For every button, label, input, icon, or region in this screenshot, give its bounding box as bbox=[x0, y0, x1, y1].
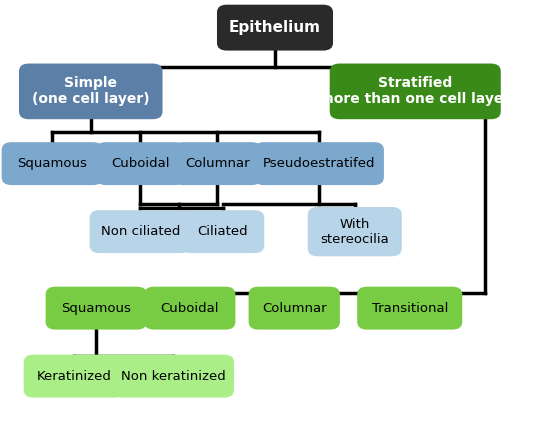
FancyBboxPatch shape bbox=[358, 286, 462, 330]
FancyBboxPatch shape bbox=[24, 354, 125, 398]
Text: Ciliated: Ciliated bbox=[197, 225, 248, 238]
FancyBboxPatch shape bbox=[182, 210, 265, 253]
FancyBboxPatch shape bbox=[249, 286, 340, 330]
FancyBboxPatch shape bbox=[19, 63, 163, 119]
Text: Transitional: Transitional bbox=[372, 302, 448, 314]
Text: Cuboidal: Cuboidal bbox=[111, 157, 169, 170]
FancyBboxPatch shape bbox=[96, 142, 185, 185]
Text: Stratified
(more than one cell layer): Stratified (more than one cell layer) bbox=[314, 76, 517, 107]
Text: Epithelium: Epithelium bbox=[229, 20, 321, 35]
Text: Columnar: Columnar bbox=[262, 302, 327, 314]
FancyBboxPatch shape bbox=[217, 5, 333, 51]
FancyBboxPatch shape bbox=[46, 286, 147, 330]
Text: Columnar: Columnar bbox=[185, 157, 250, 170]
Text: Non keratinized: Non keratinized bbox=[121, 370, 226, 382]
Text: Non ciliated: Non ciliated bbox=[101, 225, 180, 238]
FancyBboxPatch shape bbox=[173, 142, 262, 185]
FancyBboxPatch shape bbox=[254, 142, 384, 185]
FancyBboxPatch shape bbox=[90, 210, 191, 253]
FancyBboxPatch shape bbox=[329, 63, 500, 119]
Text: Simple
(one cell layer): Simple (one cell layer) bbox=[32, 76, 150, 107]
Text: Keratinized: Keratinized bbox=[37, 370, 112, 382]
Text: Squamous: Squamous bbox=[61, 302, 131, 314]
Text: Cuboidal: Cuboidal bbox=[161, 302, 219, 314]
FancyBboxPatch shape bbox=[113, 354, 234, 398]
FancyBboxPatch shape bbox=[144, 286, 235, 330]
Text: Pseudoestratifed: Pseudoestratifed bbox=[263, 157, 375, 170]
FancyBboxPatch shape bbox=[2, 142, 103, 185]
Text: Squamous: Squamous bbox=[17, 157, 87, 170]
FancyBboxPatch shape bbox=[308, 207, 402, 256]
Text: With
stereocilia: With stereocilia bbox=[320, 218, 389, 246]
